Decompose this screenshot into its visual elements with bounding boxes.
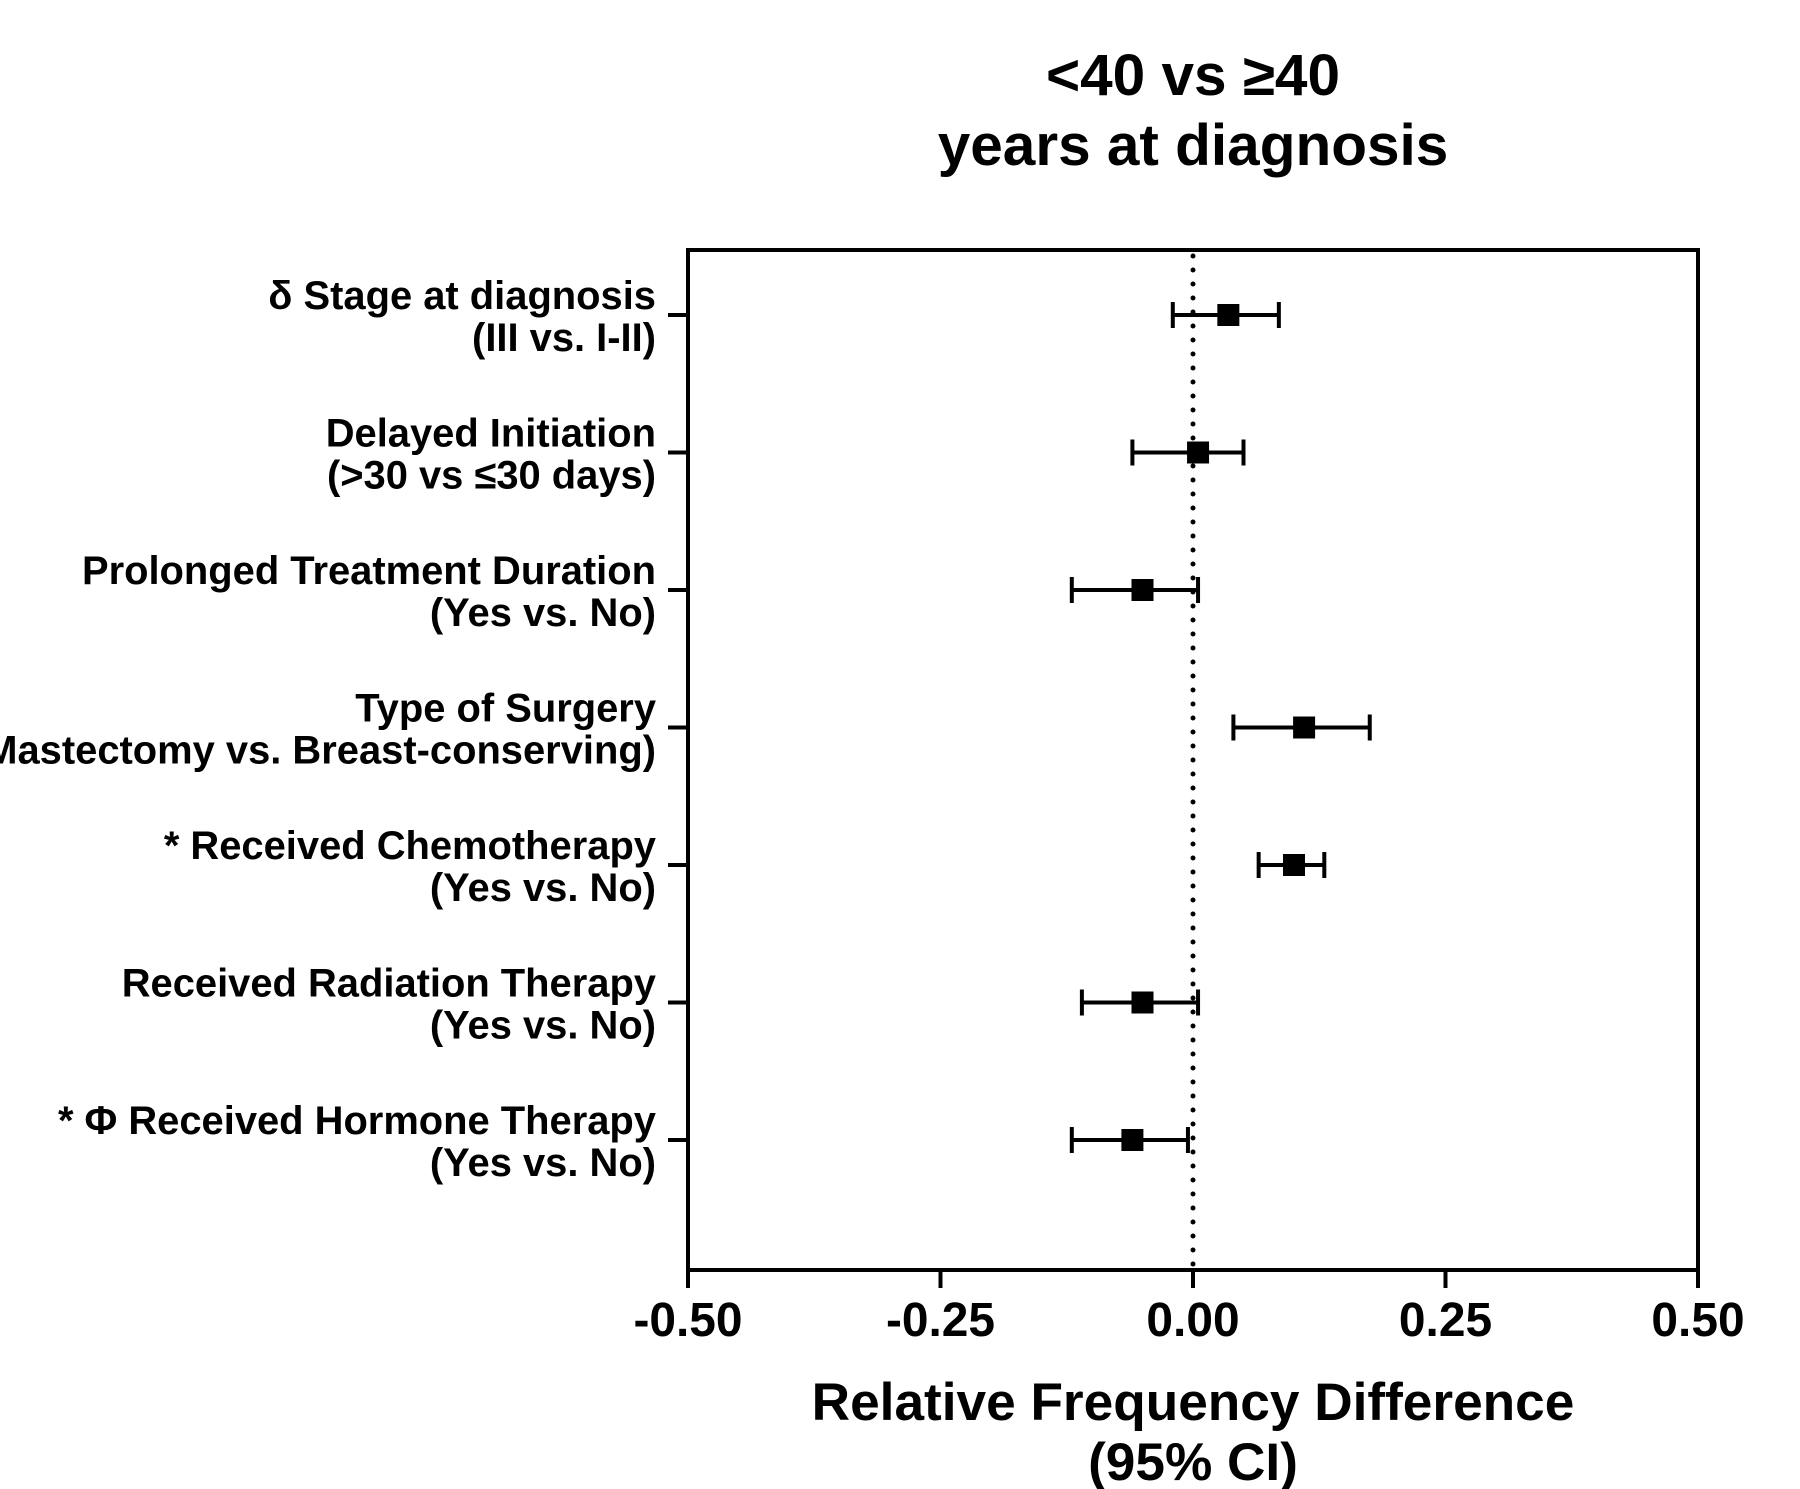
forest-plot-svg: <40 vs ≥40years at diagnosis -0.50 -0.25 0.… [0,0,1800,1489]
category-label-line2: (Yes vs. No) [430,866,656,910]
x-tick-label: -0.50 [633,1294,742,1347]
category-label-line2: (III vs. I-II) [472,316,656,360]
category-label-line1: Delayed Initiation [326,412,656,456]
x-tick-label: -0.25 [886,1294,995,1347]
point-marker [1132,579,1154,601]
x-tick-label: 0.25 [1399,1294,1492,1347]
chart-title-line1: <40 vs ≥40 [1046,43,1340,108]
x-axis-label-line1: Relative Frequency Difference [812,1373,1575,1432]
category-label-line2: (Yes vs. No) [430,1141,656,1185]
x-tick-label: 0.50 [1651,1294,1744,1347]
point-marker [1121,1129,1143,1151]
category-label-line1: δ Stage at diagnosis [268,274,656,318]
chart-title-line2: years at diagnosis [938,113,1449,178]
category-label-line1: * Received Chemotherapy [164,824,656,868]
x-tick-label: 0.00 [1146,1294,1239,1347]
reference-line [1191,254,1196,1267]
category-label-line2: (>30 vs ≤30 days) [327,454,656,498]
category-label-line2: (Mastectomy vs. Breast-conserving) [0,729,656,773]
x-axis-label-line2: (95% CI) [1088,1433,1298,1489]
point-marker [1217,304,1239,326]
category-label-line2: (Yes vs. No) [430,591,656,635]
point-marker [1132,992,1154,1014]
point-marker [1293,717,1315,739]
forest-plot-container: <40 vs ≥40years at diagnosis -0.50 -0.25 0.… [0,0,1800,1489]
category-label-line1: Received Radiation Therapy [122,962,656,1006]
category-label-line1: Prolonged Treatment Duration [82,549,656,593]
category-label-line2: (Yes vs. No) [430,1004,656,1048]
point-marker [1187,442,1209,464]
category-label-line1: Type of Surgery [355,687,656,731]
category-label-line1: * Φ Received Hormone Therapy [58,1099,656,1143]
point-marker [1283,854,1305,876]
